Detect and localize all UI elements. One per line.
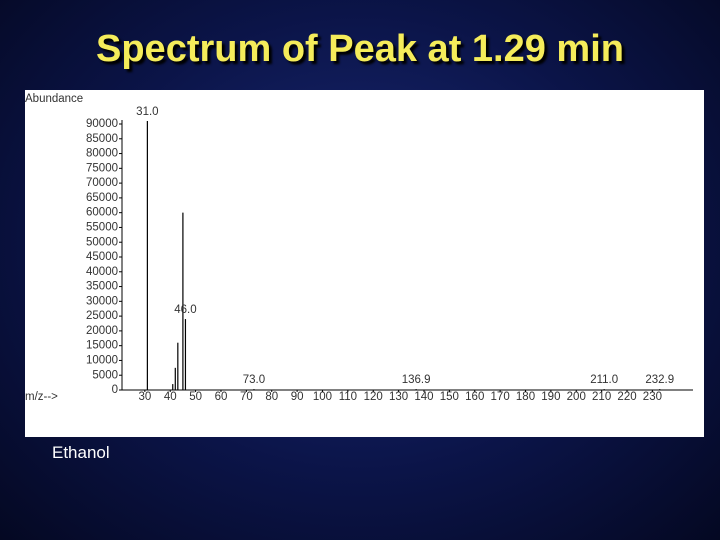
x-tick-label: 70: [240, 391, 253, 403]
peak-label: 211.0: [590, 374, 618, 386]
y-tick-label: 65000: [86, 192, 118, 204]
x-tick-label: 160: [465, 391, 484, 403]
y-tick-label: 15000: [86, 340, 118, 352]
x-tick-label: 180: [516, 391, 535, 403]
y-tick-label: 20000: [86, 325, 118, 337]
y-tick-label: 45000: [86, 251, 118, 263]
y-tick-label: 30000: [86, 295, 118, 307]
y-tick-label: 55000: [86, 221, 118, 233]
x-tick-label: 120: [364, 391, 383, 403]
chart-panel: [25, 90, 704, 437]
x-tick-label: 50: [189, 391, 202, 403]
y-tick-label: 40000: [86, 266, 118, 278]
x-tick-label: 200: [567, 391, 586, 403]
x-tick-label: 210: [592, 391, 611, 403]
y-tick-label: 0: [112, 384, 118, 396]
y-tick-label: 90000: [86, 118, 118, 130]
slide-title: Spectrum of Peak at 1.29 min: [96, 28, 624, 70]
x-tick-label: 80: [265, 391, 278, 403]
x-tick-label: 100: [313, 391, 332, 403]
y-tick-label: 10000: [86, 354, 118, 366]
x-tick-label: 220: [617, 391, 636, 403]
caption: Ethanol: [52, 443, 110, 462]
x-tick-label: 40: [164, 391, 177, 403]
y-axis-label: Abundance: [25, 93, 83, 105]
y-tick-label: 50000: [86, 236, 118, 248]
y-tick-label: 60000: [86, 207, 118, 219]
peak-label: 232.9: [645, 374, 674, 386]
x-tick-label: 110: [339, 391, 357, 403]
y-tick-label: 85000: [86, 133, 118, 145]
x-tick-label: 140: [414, 391, 433, 403]
y-tick-label: 75000: [86, 162, 118, 174]
x-tick-label: 90: [291, 391, 304, 403]
y-tick-label: 35000: [86, 281, 118, 293]
peak-label: 136.9: [402, 374, 431, 386]
x-tick-label: 150: [440, 391, 459, 403]
x-tick-label: 60: [215, 391, 228, 403]
y-tick-label: 25000: [86, 310, 118, 322]
x-tick-label: 170: [491, 391, 510, 403]
x-tick-label: 190: [541, 391, 560, 403]
peak-label: 46.0: [174, 304, 196, 316]
y-tick-label: 80000: [86, 148, 118, 160]
x-tick-label: 30: [138, 391, 151, 403]
x-tick-label: 130: [389, 391, 408, 403]
x-axis-label: m/z-->: [25, 391, 58, 403]
y-tick-label: 5000: [92, 369, 118, 381]
peak-label: 31.0: [136, 106, 158, 118]
peak-label: 73.0: [243, 374, 265, 386]
y-tick-label: 70000: [86, 177, 118, 189]
x-tick-label: 230: [643, 391, 662, 403]
chart: Abundance m/z--> 0 5000 10000 15000 20000 250…: [25, 90, 704, 437]
